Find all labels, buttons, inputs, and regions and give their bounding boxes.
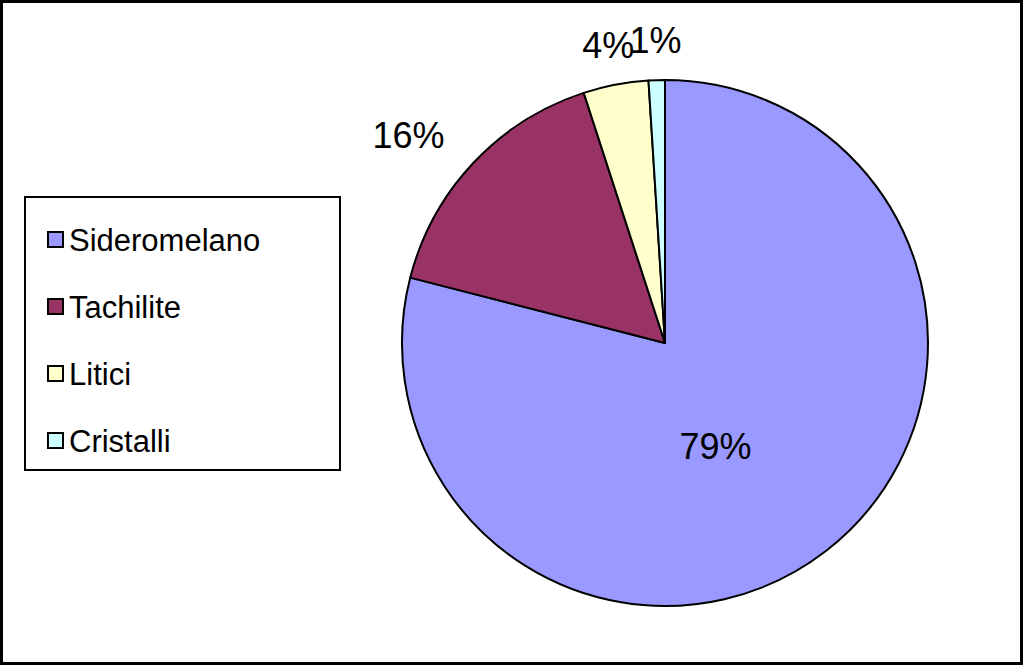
data-label: 1%	[629, 20, 681, 61]
chart-svg: 79% 16% 4%1% Sideromelano Tachilite Litici Cri…	[0, 0, 1023, 665]
chart-frame	[2, 2, 1022, 664]
pie-slice	[402, 80, 928, 606]
legend-label: Tachilite	[69, 290, 181, 325]
legend-swatch	[48, 433, 63, 448]
data-label: 16%	[372, 115, 444, 156]
legend: Sideromelano Tachilite Litici Cristalli	[25, 197, 340, 470]
data-label: 79%	[680, 426, 752, 467]
slices	[402, 80, 928, 606]
data-label: 4%	[582, 25, 634, 66]
legend-swatch	[48, 232, 63, 247]
legend-box	[25, 197, 340, 470]
chart-container: 79% 16% 4%1% Sideromelano Tachilite Litici Cri…	[0, 0, 1023, 665]
legend-label: Cristalli	[69, 424, 171, 459]
pie-slice	[584, 81, 665, 343]
legend-label: Sideromelano	[69, 223, 260, 258]
legend-swatch	[48, 299, 63, 314]
pie-slice	[648, 80, 665, 343]
data-labels: 79% 16% 4%1%	[372, 20, 751, 467]
legend-label: Litici	[69, 357, 131, 392]
legend-swatch	[48, 366, 63, 381]
